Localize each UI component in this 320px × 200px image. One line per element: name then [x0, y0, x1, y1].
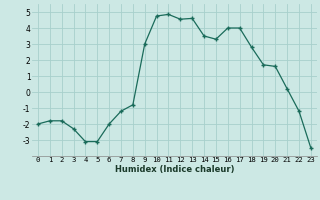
X-axis label: Humidex (Indice chaleur): Humidex (Indice chaleur) — [115, 165, 234, 174]
